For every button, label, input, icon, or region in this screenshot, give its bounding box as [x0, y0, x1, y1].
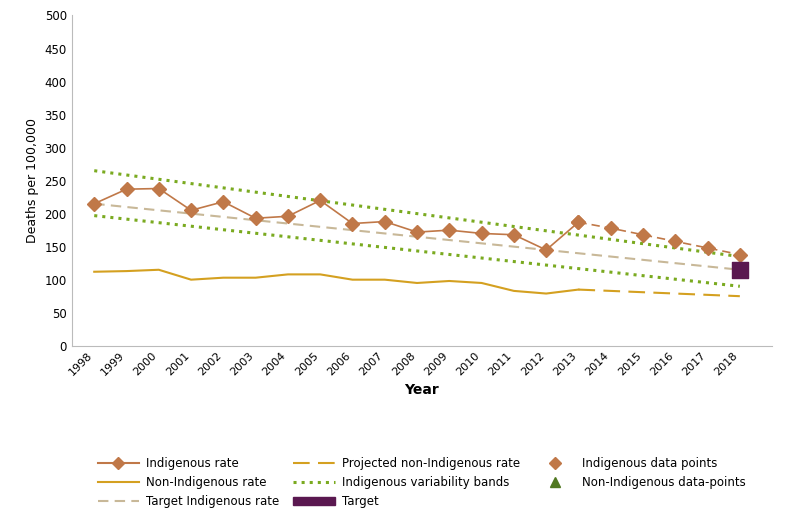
Legend: Indigenous rate, Non-Indigenous rate, Target Indigenous rate, Projected non-Indi: Indigenous rate, Non-Indigenous rate, Ta…	[98, 457, 746, 508]
X-axis label: Year: Year	[404, 383, 439, 397]
Y-axis label: Deaths per 100,000: Deaths per 100,000	[26, 118, 39, 243]
Point	[733, 266, 746, 274]
